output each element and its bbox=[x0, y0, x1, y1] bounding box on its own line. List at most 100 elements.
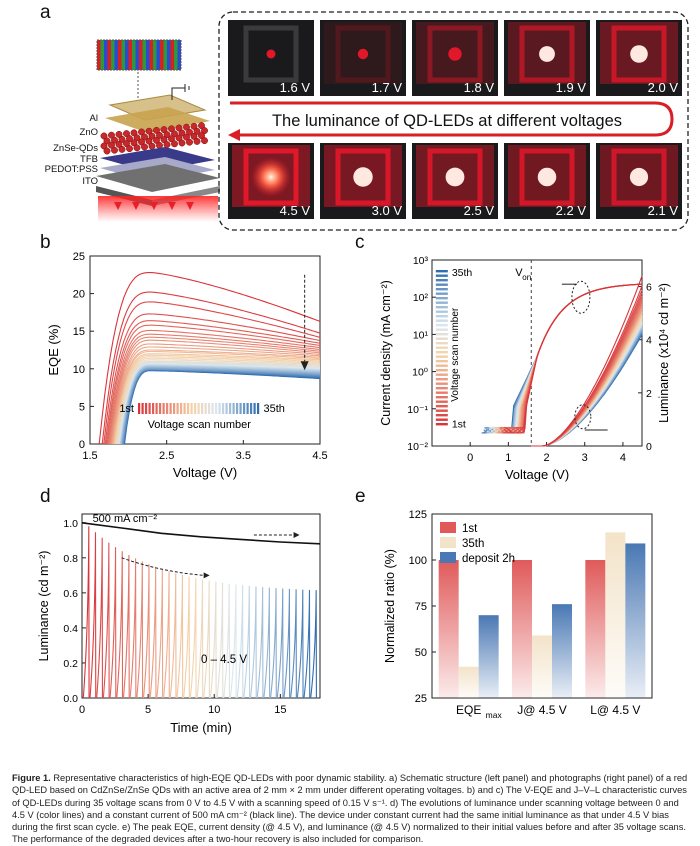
scan-pulse-line bbox=[303, 589, 311, 699]
y-left-axis-label: Current density (mA cm⁻²) bbox=[379, 280, 393, 426]
eqe-series-line bbox=[112, 350, 321, 445]
ellipse-luminance bbox=[574, 404, 592, 430]
category-subscript: max bbox=[486, 710, 503, 720]
scan-pulse-line bbox=[223, 583, 231, 699]
legend-caption: Voltage scan number bbox=[450, 307, 461, 402]
scan-pulse-line bbox=[203, 580, 210, 699]
legend-swatch bbox=[176, 403, 179, 414]
device-photo: 1.8 V bbox=[412, 20, 498, 96]
bar bbox=[605, 532, 626, 698]
x-tick-label: 10 bbox=[208, 704, 220, 716]
scan-pulse-line bbox=[243, 585, 251, 699]
eqe-series-line bbox=[116, 360, 321, 445]
voltage-label: 2.2 V bbox=[556, 203, 587, 218]
panel-c-letter: c bbox=[355, 232, 365, 253]
caption-label: Figure 1. bbox=[12, 773, 51, 783]
scan-pulse-line bbox=[149, 566, 157, 699]
pixel-stripe bbox=[149, 40, 153, 70]
legend-entry: deposit 2h bbox=[462, 553, 515, 565]
luminance-line bbox=[531, 293, 643, 447]
von-annotation: V bbox=[515, 267, 523, 279]
legend-swatch bbox=[138, 403, 141, 414]
legend-swatch bbox=[208, 403, 211, 414]
x-tick-label: 2.5 bbox=[159, 450, 174, 462]
panel-a-letter: a bbox=[40, 2, 51, 23]
pixel-grid-illustration bbox=[96, 39, 182, 71]
pixel-stripe bbox=[146, 40, 150, 70]
x-tick-label: 4 bbox=[620, 452, 626, 464]
x-tick-label: 4.5 bbox=[312, 450, 327, 462]
y-left-tick-label: 10¹ bbox=[413, 329, 429, 341]
bar bbox=[532, 635, 552, 698]
x-tick-label: 5 bbox=[145, 704, 151, 716]
x-tick-label: 3 bbox=[582, 452, 588, 464]
scan-pulse-line bbox=[296, 589, 304, 699]
legend-swatch bbox=[435, 409, 448, 412]
chart-d: 0.0 0.2 0.4 0.6 0.8 1.0 0 5 10 15 Time (min) Lumina… bbox=[37, 513, 321, 735]
y-tick-label: 75 bbox=[415, 601, 427, 613]
eqe-series-line bbox=[110, 339, 321, 445]
legend-swatch bbox=[435, 400, 448, 403]
voltage-label: 2.5 V bbox=[464, 203, 495, 218]
y-tick-label: 0.0 bbox=[63, 693, 78, 705]
y-tick-label: 15 bbox=[73, 326, 85, 338]
eqe-series-line bbox=[114, 356, 321, 445]
eqe-series-line bbox=[98, 272, 321, 445]
legend-swatch bbox=[435, 306, 448, 309]
von-annotation-sub: on bbox=[522, 273, 531, 282]
category-label: J@ 4.5 V bbox=[517, 703, 567, 717]
device-photo: 2.2 V bbox=[504, 143, 590, 219]
figure-caption: Figure 1. Representative characteristics… bbox=[12, 772, 688, 846]
eqe-series-line bbox=[121, 368, 321, 445]
chart-e: 25 50 75 100 125 Normalized ratio (%) EQE max J@… bbox=[383, 509, 653, 720]
eqe-series-line bbox=[101, 291, 321, 445]
luminance-line bbox=[531, 289, 643, 447]
scan-pulse-line bbox=[116, 551, 124, 699]
x-axis-label: Time (min) bbox=[170, 720, 232, 735]
scan-pulse-line bbox=[276, 588, 284, 699]
legend-swatch bbox=[435, 396, 448, 399]
x-axis-label: Voltage (V) bbox=[173, 465, 237, 480]
legend-swatch bbox=[435, 292, 448, 295]
legend-swatch bbox=[435, 382, 448, 385]
chart-c: 10⁻² 10⁻¹ 10⁰ 10¹ 10² 10³ 0 2 4 6 0 1 2 3 4 Voltage (V)… bbox=[379, 255, 671, 482]
y-left-tick-label: 10⁻¹ bbox=[407, 404, 428, 416]
y-tick-label: 125 bbox=[409, 509, 427, 521]
bar bbox=[478, 615, 499, 698]
eqe-series-line bbox=[114, 354, 321, 445]
eqe-series-line bbox=[118, 362, 321, 445]
eqe-series-line bbox=[113, 353, 321, 445]
device-photo: 1.7 V bbox=[320, 20, 406, 96]
legend-swatch bbox=[435, 418, 448, 421]
y-tick-label: 0.2 bbox=[63, 658, 78, 670]
pixel-stripe bbox=[97, 40, 101, 70]
legend-swatch bbox=[435, 324, 448, 327]
device-stack-illustration bbox=[96, 84, 220, 222]
legend-swatch bbox=[239, 403, 242, 414]
legend-swatch bbox=[155, 403, 158, 414]
scan-pulse-line bbox=[156, 569, 164, 699]
eqe-series-line bbox=[104, 313, 321, 445]
scan-pulse-line bbox=[216, 582, 224, 699]
pixel-stripe bbox=[100, 40, 104, 70]
eqe-series-line bbox=[121, 367, 321, 445]
legend-swatch bbox=[435, 364, 448, 367]
voltage-label: 2.0 V bbox=[648, 80, 679, 95]
device-photo: 3.0 V bbox=[320, 143, 406, 219]
bar bbox=[458, 666, 479, 698]
legend-swatch bbox=[435, 310, 448, 313]
y-tick-label: 20 bbox=[73, 289, 85, 301]
legend-swatch bbox=[145, 403, 148, 414]
scan-pulse-line bbox=[209, 581, 217, 699]
emission-arrow bbox=[168, 202, 176, 210]
pixel-stripe bbox=[132, 40, 136, 70]
legend-swatch bbox=[187, 403, 190, 414]
chart-b: 0 5 10 15 20 25 1.5 2.5 3.5 4.5 Voltage (V) EQE (%)… bbox=[46, 251, 328, 480]
device-photo: 1.9 V bbox=[504, 20, 590, 96]
luminance-line bbox=[531, 300, 643, 447]
eqe-series-line bbox=[112, 349, 321, 445]
y-tick-label: 25 bbox=[73, 251, 85, 263]
legend-swatch bbox=[250, 403, 253, 414]
y-tick-label: 25 bbox=[415, 693, 427, 705]
bar bbox=[625, 543, 646, 698]
